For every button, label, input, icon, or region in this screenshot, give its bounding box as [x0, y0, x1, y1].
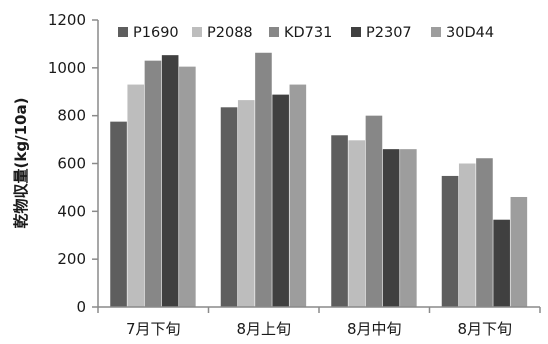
bar-P2088-0	[127, 84, 145, 307]
legend-label-P1690: P1690	[133, 25, 179, 41]
y-axis-ticks: 0 200 400 600 800 1000 1200	[48, 11, 98, 316]
bar-KD731-1	[255, 52, 272, 307]
bar-P2307-1	[272, 94, 289, 308]
legend-swatch-P2307	[351, 27, 361, 37]
bar-P2307-3	[493, 219, 510, 307]
x-category-label: 7月下旬	[126, 320, 181, 338]
y-tick-label: 1200	[48, 11, 86, 29]
bar-P1690-1	[220, 107, 238, 307]
bar-P2307-0	[161, 55, 179, 307]
bar-30D44-1	[289, 84, 307, 307]
legend: P1690 P2088 KD731 P2307 30D44	[118, 25, 494, 41]
bar-P1690-0	[110, 121, 127, 307]
bar-30D44-0	[179, 66, 196, 307]
bar-KD731-0	[144, 60, 162, 308]
legend-label-30D44: 30D44	[446, 25, 494, 41]
legend-swatch-30D44	[431, 27, 441, 37]
y-tick-label: 200	[57, 250, 86, 268]
y-tick-label: 1000	[48, 59, 86, 77]
bar-P2088-3	[458, 163, 476, 307]
x-axis-labels: 7月下旬 8月上旬 8月中旬 8月下旬	[97, 307, 541, 338]
legend-label-P2088: P2088	[207, 25, 253, 41]
bar-P1690-3	[441, 175, 459, 307]
y-tick-label: 600	[57, 155, 86, 173]
legend-swatch-KD731	[269, 27, 279, 37]
bars	[110, 52, 528, 308]
legend-label-P2307: P2307	[366, 25, 412, 41]
bar-30D44-2	[400, 149, 417, 307]
bar-P1690-2	[331, 135, 348, 307]
bar-KD731-2	[365, 115, 383, 308]
y-tick-label: 800	[57, 107, 86, 125]
bar-KD731-3	[476, 158, 493, 307]
bar-P2088-2	[348, 140, 366, 307]
y-tick-label: 0	[76, 298, 86, 316]
bar-30D44-3	[510, 196, 528, 307]
legend-swatch-P2088	[192, 27, 202, 37]
y-tick-label: 400	[57, 202, 86, 220]
bar-P2307-2	[382, 149, 400, 307]
bar-P2088-1	[237, 100, 255, 307]
y-axis-label: 乾物収量(kg/10a)	[12, 98, 30, 229]
x-category-label: 8月上旬	[236, 320, 291, 338]
x-category-label: 8月下旬	[457, 320, 512, 338]
legend-swatch-P1690	[118, 27, 128, 37]
x-category-label: 8月中旬	[347, 320, 402, 338]
legend-label-KD731: KD731	[284, 25, 332, 41]
